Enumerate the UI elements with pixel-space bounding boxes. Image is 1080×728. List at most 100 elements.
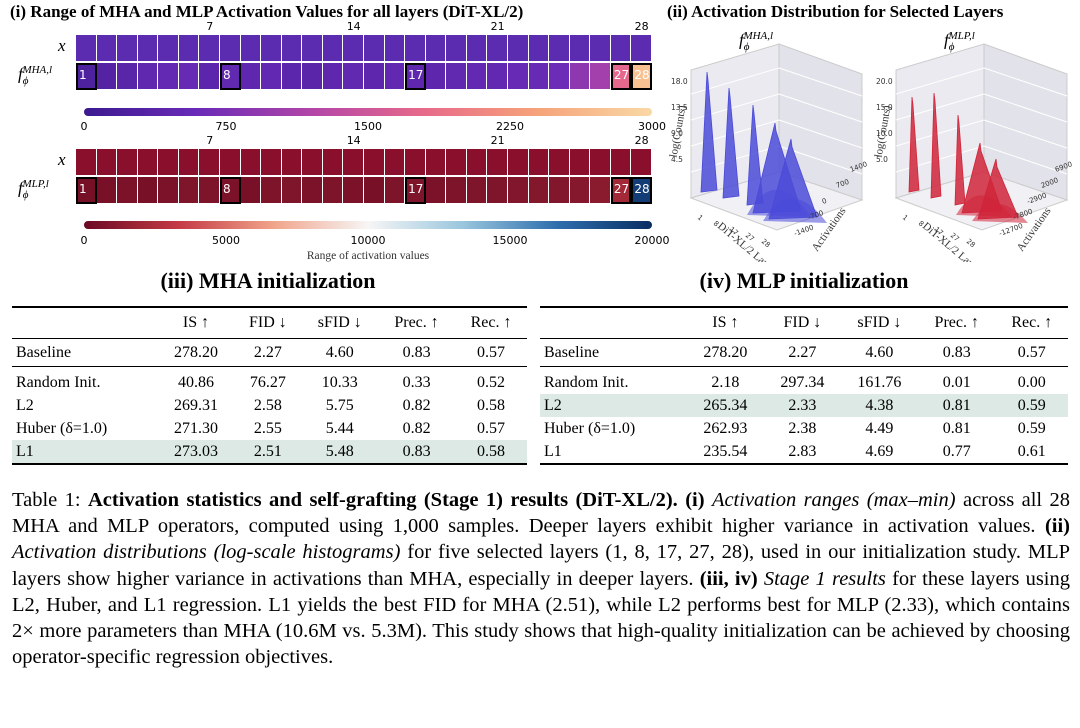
heatmap-cell-layer-7 xyxy=(199,177,220,204)
x-row-cell xyxy=(76,35,97,62)
metric-value: 0.00 xyxy=(1017,373,1046,391)
metric-value: 269.31 xyxy=(174,396,219,414)
heatmap-cell-layer-27: 27 xyxy=(610,177,632,204)
x-row-cell xyxy=(425,35,447,62)
x-row-cell xyxy=(363,149,385,176)
metric-value: 2.55 xyxy=(253,419,282,437)
heatmap-cell-layer-24 xyxy=(549,177,570,204)
heatmap-cell-layer-2 xyxy=(96,63,118,90)
table-caption: Table 1: Activation statistics and self-… xyxy=(12,487,1070,670)
metric-value: 0.82 xyxy=(402,419,431,437)
layer-tick: 14 xyxy=(346,134,361,147)
layer-tick: 21 xyxy=(490,134,505,147)
axis-tick: 5.0 xyxy=(876,155,888,164)
layer-tick: 7 xyxy=(206,134,214,147)
table-row: L1 273.03 2.51 5.48 0.83 0.58 xyxy=(12,440,527,465)
layer-number-label: 8 xyxy=(222,182,231,196)
caption-part-i-marker: (i) xyxy=(685,489,705,511)
x-row-cell xyxy=(199,35,220,62)
metric-value: 5.75 xyxy=(325,396,354,414)
axis-tick: 4.5 xyxy=(671,155,683,164)
metric-value: 0.77 xyxy=(917,440,996,465)
heatmap-cell-layer-16 xyxy=(384,177,406,204)
method-name: Huber (δ=1.0) xyxy=(544,419,636,437)
heatmap-cell-layer-20 xyxy=(466,177,488,204)
table-row: L2 269.31 2.58 5.75 0.82 0.58 xyxy=(12,394,527,417)
heatmap-cell-layer-23 xyxy=(528,177,550,204)
header-sfid: sFID ↓ xyxy=(840,306,918,339)
metric-value: 265.34 xyxy=(686,394,764,417)
x-row-cell xyxy=(117,35,138,62)
metric-value: 0.01 xyxy=(942,373,971,391)
layer-axis-tick: 1 xyxy=(901,213,910,222)
layer-axis-tick: 27 xyxy=(744,231,756,243)
axis-tick: 15.0 xyxy=(876,103,893,112)
metric-value: 2.18 xyxy=(711,373,740,391)
layer-tick: 7 xyxy=(206,20,214,33)
x-row-cell xyxy=(425,149,447,176)
mha-3d-label: fϕMHA,l xyxy=(739,30,774,54)
metric-value: 4.38 xyxy=(840,394,918,417)
metric-value: 5.48 xyxy=(301,440,379,465)
header-rec: Rec. ↑ xyxy=(995,306,1068,339)
heatmap-cell-layer-5 xyxy=(158,63,179,90)
metric-value: 161.76 xyxy=(857,373,902,391)
table-row: Huber (δ=1.0) 271.30 2.55 5.44 0.82 0.57 xyxy=(12,417,527,440)
heatmap-cell-layer-26 xyxy=(590,177,611,204)
caption-part-ii-emph: Activation distributions (log-scale hist… xyxy=(12,541,401,564)
header-method xyxy=(12,306,158,339)
metric-value: 2.51 xyxy=(234,440,302,465)
histogram-base-layer-28 xyxy=(763,198,827,223)
header-is: IS ↑ xyxy=(686,306,764,339)
mha-colorbar xyxy=(84,108,652,116)
x-row-cell xyxy=(137,35,159,62)
heatmap-cell-layer-22 xyxy=(507,177,529,204)
x-row-cell xyxy=(240,149,262,176)
metric-value: 4.69 xyxy=(840,440,918,465)
heatmap-cell-layer-19 xyxy=(446,177,467,204)
x-row-cell xyxy=(137,149,159,176)
baseline-cell: 2.27 xyxy=(234,338,302,367)
heatmap-cell-layer-17: 17 xyxy=(405,177,426,204)
layer-number-label: 27 xyxy=(613,68,630,82)
method-name: L2 xyxy=(540,394,687,417)
mlp-3d-histogram: fϕMLP,l log(Counts) 20.0 15.0 10.0 5.0 1 8 17 27… xyxy=(872,22,1077,262)
mlp-x-row-label: x xyxy=(58,150,66,169)
method-name: Random Init. xyxy=(544,373,629,391)
x-row-cell xyxy=(158,35,179,62)
layer-tick: 14 xyxy=(346,20,361,33)
method-name: L2 xyxy=(16,396,34,414)
metric-value: 5.44 xyxy=(325,419,354,437)
heatmap-cell-layer-14 xyxy=(343,63,364,90)
table-mha-title: (iii) MHA initialization xyxy=(160,268,376,293)
panel-ii-title: (ii) Activation Distribution for Selecte… xyxy=(667,2,1004,21)
colorbar-tick: 15000 xyxy=(492,234,528,247)
metric-value: 2.83 xyxy=(763,440,841,465)
axis-tick: 10.0 xyxy=(876,129,893,138)
baseline-cell: 0.57 xyxy=(455,338,527,367)
heatmap-cell-layer-24 xyxy=(549,63,570,90)
heatmap-cell-layer-22 xyxy=(507,63,529,90)
heatmap-cell-layer-25 xyxy=(569,63,591,90)
heatmap-cell-layer-18 xyxy=(425,63,447,90)
x-row-cell xyxy=(178,35,200,62)
heatmap-cell-layer-15 xyxy=(363,177,385,204)
x-row-cell xyxy=(528,149,550,176)
caption-part-ii-marker: (ii) xyxy=(1044,515,1070,538)
layer-number-label: 1 xyxy=(79,182,87,196)
metric-value: 0.59 xyxy=(995,394,1068,417)
layer-axis-tick: 17 xyxy=(728,225,740,237)
heatmap-cell-layer-12 xyxy=(302,177,323,204)
heatmap-cell-layer-25 xyxy=(569,177,591,204)
heatmap-cell-layer-9 xyxy=(240,63,262,90)
mlp-row-label: fϕMLP,l xyxy=(18,178,49,202)
histogram-spike-layer-8 xyxy=(930,92,942,199)
metric-value: 262.93 xyxy=(703,419,748,437)
histogram-spike-layer-1 xyxy=(700,71,718,193)
x-row-cell xyxy=(219,149,241,176)
baseline-cell: 4.60 xyxy=(840,338,918,367)
header-method xyxy=(540,306,687,339)
heatmap-cell-layer-8: 8 xyxy=(219,177,241,204)
x-row-cell xyxy=(590,35,611,62)
header-rec: Rec. ↑ xyxy=(455,306,527,339)
